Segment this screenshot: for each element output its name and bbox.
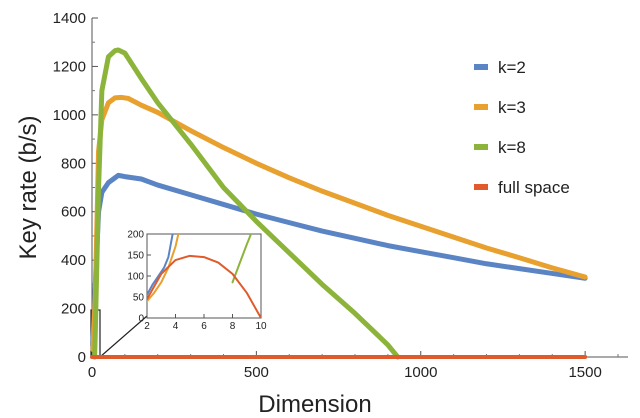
inset-frame <box>146 233 262 319</box>
legend-label-full-space: full space <box>498 178 570 197</box>
series-line-k-8 <box>92 47 401 360</box>
y-tick-label: 1200 <box>53 58 86 75</box>
inset-x-tick-label: 10 <box>255 321 267 332</box>
x-tick-label: 1500 <box>568 364 601 381</box>
inset-chart: 0 50 100 150 200 2 4 6 8 10 <box>127 230 267 333</box>
inset-series <box>147 234 261 318</box>
legend-label-k-8: k=8 <box>498 138 526 157</box>
legend-swatch-k-3 <box>474 104 488 110</box>
y-tick-label: 1400 <box>53 10 86 27</box>
inset-x-tick-label: 2 <box>144 321 150 332</box>
inset-y-tick-label: 50 <box>133 293 145 304</box>
x-tick-label: 1000 <box>404 364 437 381</box>
inset-series-line-k-2 <box>147 234 174 296</box>
inset-y-tick-label: 150 <box>127 251 144 262</box>
y-tick-label: 400 <box>61 252 86 269</box>
y-tick-label: 1000 <box>53 107 86 124</box>
y-tick-label: 600 <box>61 204 86 221</box>
y-tick-label: 800 <box>61 155 86 172</box>
y-axis-title: Key rate (b/s) <box>15 115 42 259</box>
y-tick-label: 0 <box>78 349 86 366</box>
y-tick-label: 200 <box>61 301 86 318</box>
inset-series-line-k-8 <box>231 234 253 284</box>
x-tick-label: 500 <box>244 364 269 381</box>
inset-series-line-full-space <box>147 254 261 318</box>
legend-swatch-k-8 <box>474 144 488 150</box>
inset-y-tick-label: 200 <box>127 230 144 241</box>
inset-series-line-k-3 <box>147 234 180 303</box>
legend-label-k-2: k=2 <box>498 58 526 77</box>
legend-swatch-full-space <box>474 184 488 190</box>
series-line-k-2 <box>90 172 588 348</box>
zoom-connector-line <box>99 315 148 358</box>
inset-y-tick-label: 100 <box>127 272 144 283</box>
legend-swatch-k-2 <box>474 64 488 70</box>
legend: k=2 k=3 k=8 full space <box>474 58 570 197</box>
inset-x-tick-label: 6 <box>201 321 207 332</box>
inset-y-tick-label: 0 <box>138 314 144 325</box>
legend-label-k-3: k=3 <box>498 98 526 117</box>
x-tick-label: 0 <box>88 364 96 381</box>
x-axis-title: Dimension <box>258 391 371 418</box>
inset-x-tick-label: 4 <box>173 321 179 332</box>
main-series <box>90 47 588 360</box>
inset-x-tick-label: 8 <box>230 321 236 332</box>
